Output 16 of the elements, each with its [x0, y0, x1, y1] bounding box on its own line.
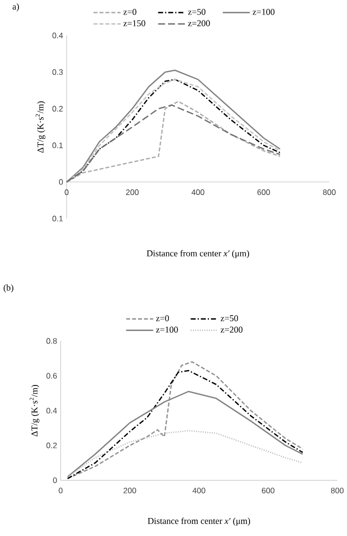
legend-label: z=100 — [252, 8, 274, 15]
legend-label: z=0 — [123, 8, 136, 15]
legend-label: z=150 — [123, 20, 146, 26]
y-axis-title: ΔT/g (K·s$^{2}$/m) — [36, 101, 46, 153]
chart-title: (b) — [4, 284, 14, 293]
chart-title: a) — [12, 3, 19, 12]
legend-label: z=50 — [220, 315, 238, 322]
y-axis-title: ΔT/g (K·s$^{2}$/m) — [30, 384, 40, 436]
x-axis-title: Distance from center x′ (μm) — [148, 518, 250, 526]
line-series — [66, 390, 304, 478]
legend-label: z=200 — [188, 20, 210, 26]
x-axis-title: Distance from center x′ (μm) — [146, 250, 249, 258]
legend-label: z=0 — [156, 315, 169, 322]
legend-label: z=50 — [188, 8, 206, 15]
legend-label: z=200 — [220, 326, 242, 333]
legend-label: z=100 — [156, 326, 178, 333]
